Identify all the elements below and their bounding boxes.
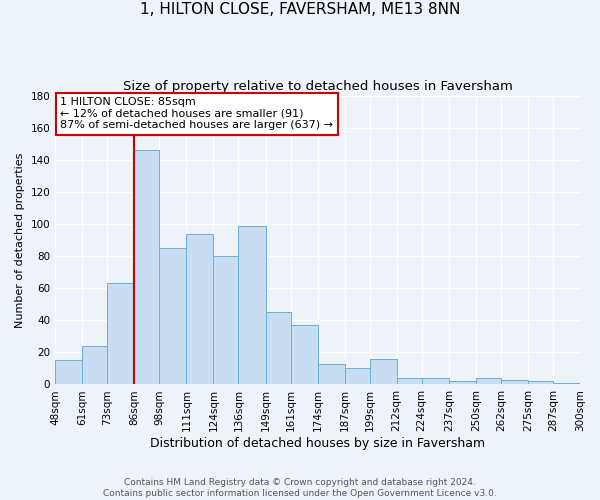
Bar — [160, 248, 187, 384]
Bar — [528, 381, 553, 384]
Bar — [55, 360, 82, 384]
Bar — [214, 256, 238, 384]
Bar — [501, 380, 528, 384]
Text: 1, HILTON CLOSE, FAVERSHAM, ME13 8NN: 1, HILTON CLOSE, FAVERSHAM, ME13 8NN — [140, 2, 460, 18]
Bar — [82, 346, 107, 385]
Bar — [397, 378, 422, 384]
Bar — [290, 325, 317, 384]
Bar — [449, 381, 476, 384]
X-axis label: Distribution of detached houses by size in Faversham: Distribution of detached houses by size … — [150, 437, 485, 450]
Y-axis label: Number of detached properties: Number of detached properties — [15, 152, 25, 328]
Bar — [266, 312, 290, 384]
Bar — [317, 364, 344, 384]
Text: 1 HILTON CLOSE: 85sqm
← 12% of detached houses are smaller (91)
87% of semi-deta: 1 HILTON CLOSE: 85sqm ← 12% of detached … — [61, 97, 334, 130]
Bar — [238, 226, 266, 384]
Bar — [134, 150, 160, 384]
Bar — [476, 378, 501, 384]
Title: Size of property relative to detached houses in Faversham: Size of property relative to detached ho… — [122, 80, 512, 93]
Text: Contains HM Land Registry data © Crown copyright and database right 2024.
Contai: Contains HM Land Registry data © Crown c… — [103, 478, 497, 498]
Bar — [187, 234, 214, 384]
Bar — [553, 383, 580, 384]
Bar — [107, 284, 134, 384]
Bar — [422, 378, 449, 384]
Bar — [370, 359, 397, 384]
Bar — [344, 368, 370, 384]
